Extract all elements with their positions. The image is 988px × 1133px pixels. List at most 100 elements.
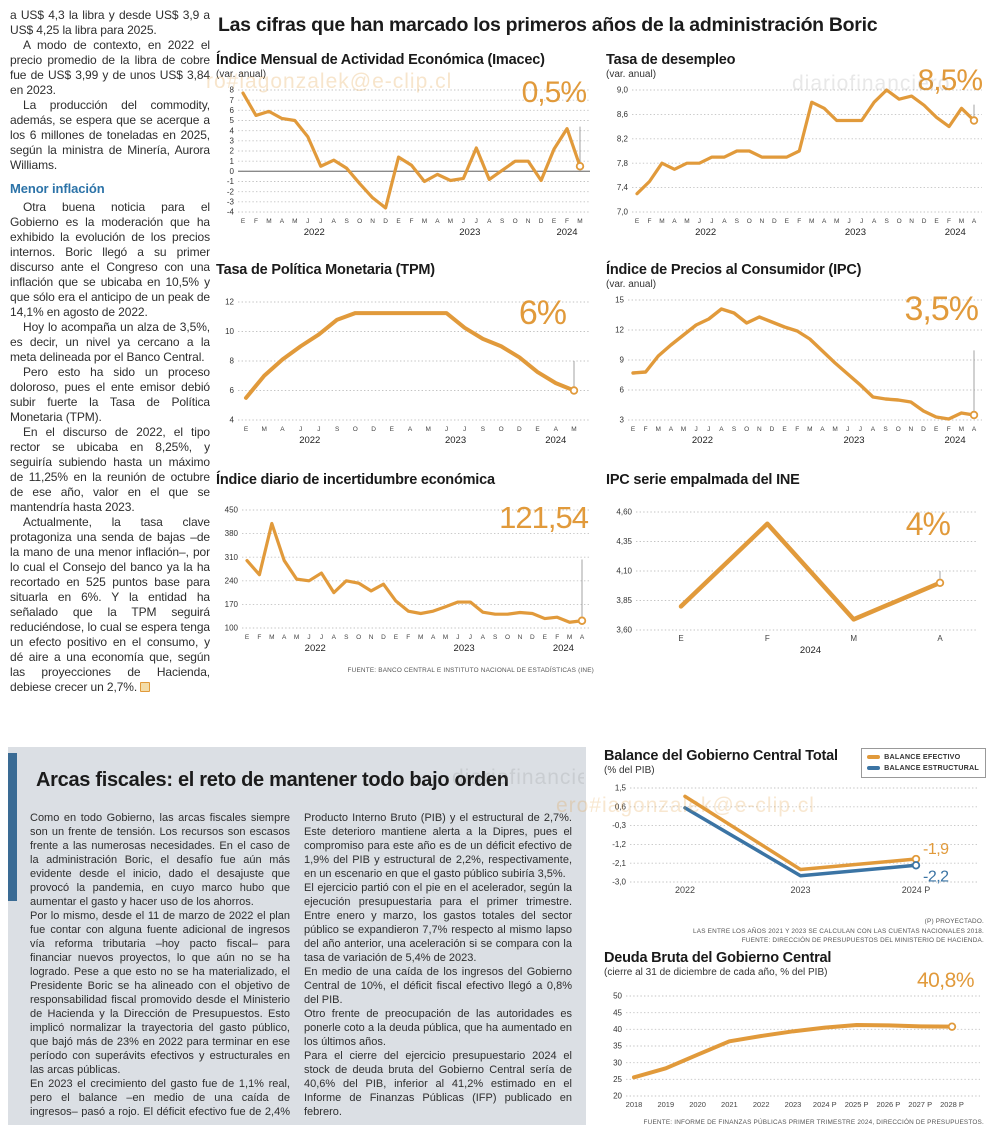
chart-plot-area: 1,5 0,6 -0,3 -1,2 -2,1 -3,0 2022 2023 2024 P -1,9… xyxy=(604,784,986,912)
svg-text:F: F xyxy=(765,634,770,643)
svg-text:F: F xyxy=(555,634,559,641)
paragraph: Pero esto ha sido un proceso doloroso, p… xyxy=(10,365,210,425)
svg-text:M: M xyxy=(656,426,661,433)
svg-text:M: M xyxy=(443,634,448,641)
svg-text:1: 1 xyxy=(230,157,235,166)
chart-highlight-value: 3,5% xyxy=(904,290,979,328)
chart-deuda: Deuda Bruta del Gobierno Central (cierre… xyxy=(604,950,986,1130)
svg-text:E: E xyxy=(934,426,939,433)
svg-text:2020: 2020 xyxy=(689,1100,706,1109)
svg-text:J: J xyxy=(306,218,309,225)
chart-imacec: Índice Mensual de Actividad Económica (I… xyxy=(216,52,596,254)
svg-text:A: A xyxy=(431,634,436,641)
svg-text:2019: 2019 xyxy=(657,1100,674,1109)
svg-text:F: F xyxy=(947,426,951,433)
svg-text:4,35: 4,35 xyxy=(616,537,632,546)
svg-text:N: N xyxy=(526,218,531,225)
svg-text:F: F xyxy=(257,634,261,641)
svg-text:F: F xyxy=(647,218,651,225)
svg-text:A: A xyxy=(972,218,977,225)
chart-subtitle xyxy=(606,489,986,491)
svg-text:J: J xyxy=(475,218,478,225)
svg-text:8: 8 xyxy=(230,86,235,95)
svg-text:2023: 2023 xyxy=(454,643,475,654)
chart-source-note: FUENTE: BANCO CENTRAL E INSTITUTO NACION… xyxy=(347,667,594,675)
svg-text:E: E xyxy=(543,634,548,641)
svg-text:F: F xyxy=(795,426,799,433)
svg-text:40: 40 xyxy=(613,1025,622,1034)
svg-text:J: J xyxy=(695,426,698,433)
svg-text:A: A xyxy=(408,426,413,433)
svg-text:2025 P: 2025 P xyxy=(845,1100,869,1109)
svg-text:S: S xyxy=(344,634,349,641)
svg-text:A: A xyxy=(487,218,492,225)
svg-text:J: J xyxy=(445,426,448,433)
svg-text:-1: -1 xyxy=(227,177,235,186)
svg-text:J: J xyxy=(463,426,466,433)
panel-column-1: Como en todo Gobierno, las arcas fiscale… xyxy=(30,811,290,1117)
paragraph: A modo de contexto, en 2022 el precio pr… xyxy=(10,38,210,97)
paragraph: En el discurso de 2022, el tipo rector s… xyxy=(10,425,210,515)
svg-text:M: M xyxy=(577,218,582,225)
svg-text:S: S xyxy=(883,426,888,433)
svg-text:D: D xyxy=(381,634,386,641)
svg-text:D: D xyxy=(517,426,522,433)
svg-text:O: O xyxy=(353,426,358,433)
svg-text:-2,2: -2,2 xyxy=(923,868,949,885)
svg-text:2024 P: 2024 P xyxy=(813,1100,837,1109)
svg-text:240: 240 xyxy=(225,576,239,585)
svg-text:0: 0 xyxy=(230,167,235,176)
svg-text:2022: 2022 xyxy=(675,885,695,895)
svg-text:F: F xyxy=(644,426,648,433)
legend-item-efectivo: BALANCE EFECTIVO xyxy=(867,752,979,763)
chart-subtitle xyxy=(216,279,596,281)
svg-text:M: M xyxy=(834,218,839,225)
svg-text:N: N xyxy=(518,634,523,641)
svg-text:O: O xyxy=(513,218,518,225)
svg-text:45: 45 xyxy=(613,1008,622,1017)
svg-text:D: D xyxy=(539,218,544,225)
svg-text:E: E xyxy=(396,218,401,225)
svg-text:A: A xyxy=(722,218,727,225)
paragraph: La producción del commodity, además, se … xyxy=(10,98,210,172)
svg-text:380: 380 xyxy=(225,529,239,538)
chart-title: IPC serie empalmada del INE xyxy=(606,472,800,488)
svg-text:A: A xyxy=(282,634,287,641)
chart-subtitle: (var. anual) xyxy=(606,69,657,80)
svg-text:M: M xyxy=(448,218,453,225)
svg-text:-3: -3 xyxy=(227,197,235,206)
svg-text:S: S xyxy=(735,218,740,225)
paragraph: En 2023 el crecimiento del gasto fue de … xyxy=(30,1078,290,1117)
svg-text:M: M xyxy=(567,634,572,641)
svg-text:A: A xyxy=(672,218,677,225)
svg-text:A: A xyxy=(580,634,585,641)
svg-text:M: M xyxy=(832,426,837,433)
svg-text:2022: 2022 xyxy=(692,435,713,446)
panel-accent-bar xyxy=(8,753,17,901)
chart-title: Índice de Precios al Consumidor (IPC) xyxy=(606,262,862,278)
panel-column-2: Producto Interno Bruto (PIB) y el estruc… xyxy=(304,811,572,1117)
note-line: (P) PROYECTADO. xyxy=(924,918,984,926)
svg-text:2024: 2024 xyxy=(545,435,566,446)
svg-text:E: E xyxy=(934,218,939,225)
svg-text:A: A xyxy=(554,426,559,433)
svg-text:310: 310 xyxy=(225,553,239,562)
svg-text:A: A xyxy=(280,218,285,225)
svg-text:-1,9: -1,9 xyxy=(923,841,949,858)
svg-text:6: 6 xyxy=(230,106,235,115)
svg-text:O: O xyxy=(357,218,362,225)
svg-text:2022: 2022 xyxy=(304,227,325,238)
chart-legend: BALANCE EFECTIVO BALANCE ESTRUCTURAL xyxy=(861,748,986,778)
svg-text:O: O xyxy=(896,426,901,433)
svg-text:J: J xyxy=(846,426,849,433)
svg-text:2027 P: 2027 P xyxy=(908,1100,932,1109)
svg-text:M: M xyxy=(809,218,814,225)
svg-text:E: E xyxy=(394,634,399,641)
svg-text:M: M xyxy=(426,426,431,433)
svg-text:2024: 2024 xyxy=(944,435,965,446)
svg-text:E: E xyxy=(782,426,787,433)
svg-text:M: M xyxy=(681,426,686,433)
chart-subtitle xyxy=(216,489,596,491)
svg-text:J: J xyxy=(848,218,851,225)
end-of-article-icon xyxy=(140,682,151,693)
